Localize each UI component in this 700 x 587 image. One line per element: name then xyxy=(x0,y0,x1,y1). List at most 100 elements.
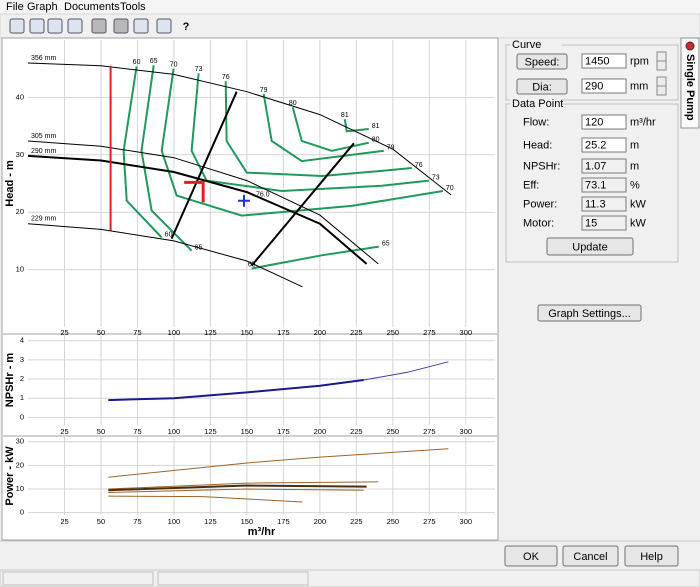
y-tick-label: 30 xyxy=(16,150,24,159)
ok-button-text[interactable]: OK xyxy=(523,551,540,563)
x-tick-label: 300 xyxy=(460,517,473,526)
input-box[interactable] xyxy=(581,53,627,69)
field-value: 120 xyxy=(585,116,603,128)
field-label: Flow: xyxy=(523,116,549,128)
help-button[interactable] xyxy=(624,545,679,567)
update-button-text[interactable]: Update xyxy=(572,241,607,253)
tab-icon xyxy=(685,41,695,51)
curve-label: 290 mm xyxy=(31,148,56,155)
curve xyxy=(108,488,364,493)
x-tick-label: 75 xyxy=(133,328,141,337)
tab[interactable] xyxy=(680,37,700,129)
tab-label[interactable]: Single Pump xyxy=(684,54,696,121)
y-tick-label: 40 xyxy=(16,92,24,101)
x-tick-label: 225 xyxy=(350,328,363,337)
toolbar-button[interactable] xyxy=(47,18,63,34)
x-tick-label: 225 xyxy=(350,517,363,526)
graph-area xyxy=(1,37,499,541)
update-button[interactable] xyxy=(546,237,634,256)
curve xyxy=(108,379,364,402)
toolbar-button[interactable] xyxy=(156,18,172,34)
x-tick-label: 300 xyxy=(460,328,473,337)
efficiency-contour xyxy=(251,245,379,270)
toolbar-button[interactable] xyxy=(91,18,107,34)
x-tick-label: 175 xyxy=(277,427,290,436)
marker xyxy=(237,194,250,207)
field-label: Power: xyxy=(523,198,557,210)
cancel-button[interactable] xyxy=(562,545,619,567)
efficiency-contour xyxy=(140,65,193,252)
input-box[interactable] xyxy=(581,78,627,94)
toolbar-button[interactable] xyxy=(67,18,83,34)
x-tick-label: 150 xyxy=(241,427,254,436)
y-tick-label: 20 xyxy=(16,460,24,469)
field-value: 25.2 xyxy=(585,139,606,151)
menu-item[interactable]: Tools xyxy=(120,1,146,13)
help-button-text[interactable]: Help xyxy=(640,551,663,563)
y-tick-label: 2 xyxy=(20,374,24,383)
curve-button[interactable] xyxy=(516,78,568,95)
duty-point xyxy=(184,180,205,203)
y-tick-label: 4 xyxy=(20,336,24,345)
toolbar-button[interactable] xyxy=(133,18,149,34)
unit: kW xyxy=(630,217,647,229)
toolbar-button[interactable] xyxy=(29,18,45,34)
y-tick-label: 0 xyxy=(20,412,24,421)
status-bar xyxy=(0,569,700,587)
efficiency-label: 73 xyxy=(195,66,203,73)
unit: m xyxy=(630,160,639,172)
x-tick-label: 300 xyxy=(460,427,473,436)
curve xyxy=(27,140,379,265)
system-line xyxy=(170,91,238,240)
x-tick-label: 250 xyxy=(387,328,400,337)
field-value: 1.07 xyxy=(585,160,606,172)
curve-button-text[interactable]: Dia: xyxy=(532,81,552,93)
y-axis-label: Power - kW xyxy=(4,446,16,506)
input-value[interactable]: 290 xyxy=(585,80,603,92)
toolbar-button[interactable] xyxy=(9,18,25,34)
cancel-button-text[interactable]: Cancel xyxy=(573,551,607,563)
menu-item[interactable]: File xyxy=(6,1,24,13)
x-tick-label: 175 xyxy=(277,517,290,526)
curve-button[interactable] xyxy=(516,53,568,70)
curve xyxy=(108,448,449,478)
x-tick-label: 75 xyxy=(133,517,141,526)
y-tick-label: 20 xyxy=(16,207,24,216)
menu-item[interactable]: Documents xyxy=(64,1,120,13)
graph-settings-button[interactable] xyxy=(537,304,642,322)
curve xyxy=(27,223,303,288)
curve xyxy=(108,495,303,503)
input-box[interactable] xyxy=(581,137,627,153)
y-axis-label: NPSHr - m xyxy=(4,353,16,408)
marker-label: 76.0 xyxy=(256,192,270,199)
menu-item[interactable]: Graph xyxy=(27,1,58,13)
efficiency-label: 80 xyxy=(372,137,380,144)
input-value[interactable]: 1450 xyxy=(585,55,609,67)
x-tick-label: 200 xyxy=(314,517,327,526)
y-tick-label: 10 xyxy=(16,265,24,274)
input-box[interactable] xyxy=(581,114,627,130)
help-button[interactable]: ? xyxy=(183,21,190,33)
x-tick-label: 200 xyxy=(314,427,327,436)
y-tick-label: 3 xyxy=(20,355,24,364)
ok-button[interactable] xyxy=(504,545,558,567)
x-tick-label: 175 xyxy=(277,328,290,337)
field-label: NPSHr: xyxy=(523,160,560,172)
field-label: Head: xyxy=(523,139,552,151)
status-pane xyxy=(2,571,154,586)
toolbar-button[interactable] xyxy=(113,18,129,34)
y-tick-label: 0 xyxy=(20,508,24,517)
x-tick-label: 200 xyxy=(314,328,327,337)
field-value: 15 xyxy=(585,217,597,229)
curve xyxy=(108,481,379,490)
x-tick-label: 275 xyxy=(423,427,436,436)
efficiency-label: 70 xyxy=(446,185,454,192)
graph-settings-button-text[interactable]: Graph Settings... xyxy=(548,308,631,320)
x-tick-label: 225 xyxy=(350,427,363,436)
input-box xyxy=(581,215,627,231)
x-tick-label: 250 xyxy=(387,517,400,526)
x-tick-label: 100 xyxy=(168,517,181,526)
curve-button-text[interactable]: Speed: xyxy=(525,56,560,68)
efficiency-label: 81 xyxy=(341,112,349,119)
